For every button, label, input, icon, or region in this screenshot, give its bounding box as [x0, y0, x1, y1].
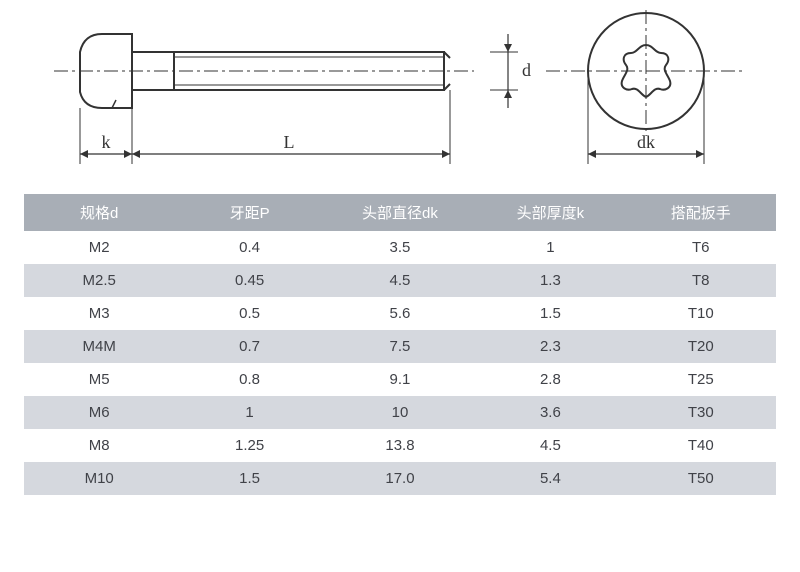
cell: 4.5	[475, 429, 625, 462]
dimension-L-label: L	[284, 132, 295, 152]
cell: M6	[24, 396, 174, 429]
cell: 5.4	[475, 462, 625, 495]
front-view-diagram: dk	[546, 16, 746, 176]
table-row: M6 1 10 3.6 T30	[24, 396, 776, 429]
cell: 13.8	[325, 429, 475, 462]
cell: 1	[174, 396, 324, 429]
cell: 2.8	[475, 363, 625, 396]
table-row: M2.5 0.45 4.5 1.3 T8	[24, 264, 776, 297]
cell: 9.1	[325, 363, 475, 396]
technical-diagram-row: k L d	[24, 16, 776, 176]
cell: 7.5	[325, 330, 475, 363]
spec-table: 规格d 牙距P 头部直径dk 头部厚度k 搭配扳手 M2 0.4 3.5 1 T…	[24, 194, 776, 495]
cell: T25	[626, 363, 776, 396]
table-row: M10 1.5 17.0 5.4 T50	[24, 462, 776, 495]
col-wrench: 搭配扳手	[626, 194, 776, 231]
dimension-dk-label: dk	[637, 132, 655, 152]
cell: 0.4	[174, 231, 324, 264]
cell: 1.25	[174, 429, 324, 462]
cell: 0.8	[174, 363, 324, 396]
cell: 3.6	[475, 396, 625, 429]
cell: T8	[626, 264, 776, 297]
cell: 1.5	[475, 297, 625, 330]
table-row: M8 1.25 13.8 4.5 T40	[24, 429, 776, 462]
cell: 0.45	[174, 264, 324, 297]
cell: M3	[24, 297, 174, 330]
table-row: M4M 0.7 7.5 2.3 T20	[24, 330, 776, 363]
side-view-diagram: k L	[54, 16, 474, 176]
cell: T20	[626, 330, 776, 363]
cell: M10	[24, 462, 174, 495]
cell: M5	[24, 363, 174, 396]
cell: 2.3	[475, 330, 625, 363]
cell: 4.5	[325, 264, 475, 297]
spec-table-header-row: 规格d 牙距P 头部直径dk 头部厚度k 搭配扳手	[24, 194, 776, 231]
cell: T10	[626, 297, 776, 330]
cell: 3.5	[325, 231, 475, 264]
table-row: M2 0.4 3.5 1 T6	[24, 231, 776, 264]
table-row: M5 0.8 9.1 2.8 T25	[24, 363, 776, 396]
cell: 0.7	[174, 330, 324, 363]
cell: T50	[626, 462, 776, 495]
cell: T30	[626, 396, 776, 429]
col-spec-d: 规格d	[24, 194, 174, 231]
shaft-diameter-dimension: d	[490, 16, 530, 176]
dimension-k-label: k	[102, 132, 111, 152]
cell: T40	[626, 429, 776, 462]
cell: M2	[24, 231, 174, 264]
col-head-k: 头部厚度k	[475, 194, 625, 231]
spec-table-body: M2 0.4 3.5 1 T6 M2.5 0.45 4.5 1.3 T8 M3 …	[24, 231, 776, 495]
cell: 0.5	[174, 297, 324, 330]
cell: 1.3	[475, 264, 625, 297]
cell: 1.5	[174, 462, 324, 495]
cell: 1	[475, 231, 625, 264]
cell: 10	[325, 396, 475, 429]
cell: M2.5	[24, 264, 174, 297]
dimension-d-label: d	[522, 60, 531, 80]
cell: T6	[626, 231, 776, 264]
cell: M8	[24, 429, 174, 462]
cell: 17.0	[325, 462, 475, 495]
col-head-dk: 头部直径dk	[325, 194, 475, 231]
col-pitch-p: 牙距P	[174, 194, 324, 231]
table-row: M3 0.5 5.6 1.5 T10	[24, 297, 776, 330]
cell: 5.6	[325, 297, 475, 330]
cell: M4M	[24, 330, 174, 363]
